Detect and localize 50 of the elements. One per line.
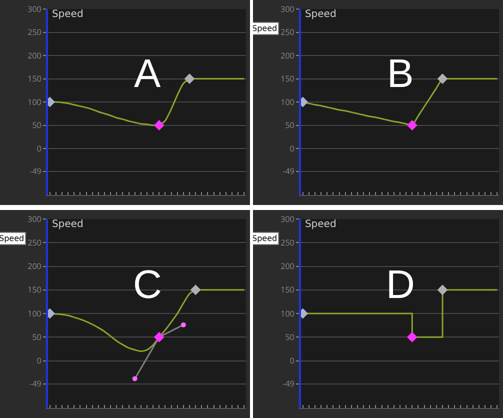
y-tick-label: 150 (28, 284, 42, 296)
y-tick-label: 50 (285, 332, 295, 343)
y-tick-label: 50 (32, 120, 42, 132)
y-tick-label: 250 (280, 237, 295, 248)
annotation: B (387, 52, 414, 96)
y-tick-label: 200 (280, 261, 295, 272)
point (184, 74, 195, 84)
chart-title: Speed (52, 218, 84, 230)
y-tick-label: 250 (280, 27, 295, 38)
point (190, 284, 201, 296)
point (406, 120, 418, 130)
point (132, 376, 138, 382)
y-tick-label: 300 (28, 4, 42, 15)
annotation: D (386, 263, 415, 307)
point (154, 120, 164, 130)
y-tick-label: 150 (280, 284, 295, 296)
y-tick-label: 300 (28, 214, 42, 225)
point (154, 332, 164, 342)
y-tick-label: 150 (280, 74, 295, 85)
y-tick-label: 0 (36, 356, 42, 367)
y-tick-label: 200 (280, 50, 295, 62)
y-tick-label: 150 (28, 74, 42, 85)
chart-title: Speed (304, 218, 336, 230)
y-tick-label: -49 (30, 378, 42, 390)
annotation: A (134, 52, 161, 96)
y-tick-label: 200 (28, 50, 42, 62)
y-tick-label: 0 (36, 143, 42, 154)
y-tick-label: 300 (280, 4, 295, 15)
point (180, 322, 186, 328)
y-tick-label: 50 (32, 332, 42, 343)
y-tick-label: 0 (290, 143, 295, 154)
chart-title: Speed (304, 8, 336, 20)
y-tick-label: 100 (28, 308, 42, 320)
y-tick-label: 100 (280, 96, 295, 108)
y-tick-label: 100 (28, 96, 42, 108)
point (437, 284, 448, 296)
annotation: C (133, 263, 162, 307)
y-tick-label: 250 (28, 237, 42, 248)
y-tick-label: 300 (280, 214, 295, 225)
y-tick-label: -49 (30, 166, 42, 178)
y-tick-label: 100 (280, 308, 295, 320)
y-tick-label: 0 (290, 356, 295, 367)
chart-title: Speed (52, 8, 84, 20)
y-tick-label: 50 (285, 120, 295, 132)
y-tick-label: 250 (28, 27, 42, 38)
point (406, 332, 418, 342)
y-tick-label: -49 (282, 378, 295, 390)
point (437, 74, 448, 84)
y-tick-label: -49 (282, 166, 295, 178)
y-tick-label: 200 (28, 261, 42, 272)
